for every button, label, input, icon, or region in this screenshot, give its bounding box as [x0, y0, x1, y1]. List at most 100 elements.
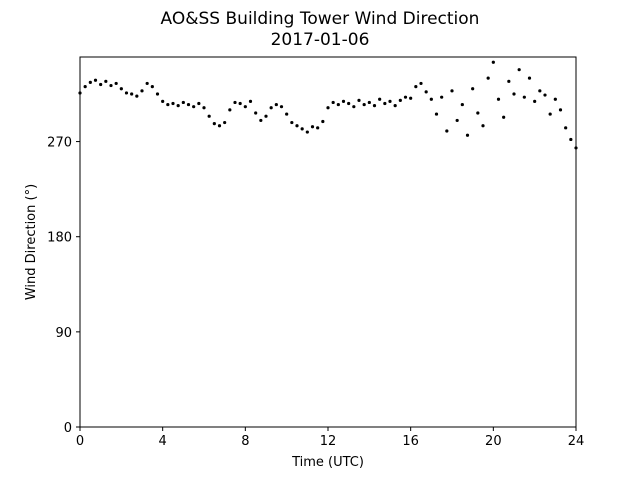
data-point [326, 106, 330, 110]
data-point [223, 120, 227, 125]
y-tick-label: 90 [55, 326, 72, 341]
data-point [481, 124, 485, 128]
data-point [264, 114, 268, 118]
data-point [161, 99, 165, 103]
data-point [533, 99, 537, 103]
data-point [367, 100, 371, 105]
data-point [522, 95, 526, 99]
y-tick-label: 270 [47, 136, 72, 151]
data-point [295, 124, 299, 128]
data-point [548, 112, 552, 116]
data-point [383, 101, 387, 106]
data-point [140, 89, 144, 93]
data-point [310, 125, 315, 129]
data-point [93, 78, 98, 82]
data-point [424, 90, 428, 94]
data-point [233, 100, 237, 105]
x-tick-label: 12 [320, 434, 337, 449]
data-point [465, 133, 470, 137]
data-point [496, 97, 501, 101]
data-point [393, 104, 397, 108]
data-point [238, 101, 242, 106]
data-point [429, 97, 433, 101]
data-point [378, 97, 382, 101]
x-axis-label: Time (UTC) [291, 455, 364, 470]
data-point [512, 92, 516, 96]
data-point [362, 102, 366, 107]
data-point [543, 93, 547, 97]
data-point [471, 87, 475, 91]
chart-subtitle: 2017-01-06 [271, 30, 370, 50]
plot-frame [79, 56, 577, 428]
data-point [88, 80, 92, 84]
x-tick-label: 24 [568, 434, 585, 449]
data-point [130, 92, 134, 96]
data-point [538, 89, 542, 93]
data-point [357, 98, 361, 102]
data-point [83, 85, 87, 89]
data-point [192, 105, 196, 109]
data-point [290, 120, 294, 125]
data-point [450, 89, 454, 93]
data-point [476, 111, 480, 115]
data-point [279, 105, 284, 109]
data-point [517, 68, 521, 72]
data-point [176, 104, 180, 108]
data-point [527, 76, 532, 80]
data-point [445, 129, 449, 133]
data-point [434, 112, 439, 116]
data-point [228, 108, 232, 112]
data-point [347, 101, 351, 106]
data-point [145, 81, 149, 86]
data-point [331, 100, 335, 105]
y-tick-label: 0 [64, 421, 72, 436]
data-point [166, 102, 170, 107]
data-point [409, 96, 413, 100]
data-point [181, 100, 185, 105]
data-point [398, 98, 402, 102]
data-point [254, 111, 258, 115]
data-point [403, 95, 408, 99]
data-point [124, 91, 129, 95]
data-point [259, 118, 263, 123]
data-point [507, 79, 511, 83]
data-point [217, 124, 222, 128]
data-point [274, 102, 278, 107]
y-axis-label: Wind Direction (°) [24, 184, 39, 300]
x-tick-label: 8 [241, 434, 249, 449]
data-point [305, 130, 309, 134]
data-point [419, 81, 423, 86]
data-point [114, 81, 118, 86]
data-point [150, 85, 154, 89]
data-point [316, 126, 320, 130]
data-point [248, 99, 253, 103]
data-point [171, 101, 175, 106]
data-point [207, 114, 211, 118]
data-point [202, 106, 206, 110]
data-point [486, 76, 490, 80]
data-point [321, 119, 325, 124]
y-tick-label: 180 [47, 231, 72, 246]
data-point [414, 85, 418, 89]
chart-title: AO&SS Building Tower Wind Direction [161, 9, 480, 29]
data-point [109, 83, 113, 88]
data-point [135, 94, 139, 98]
data-point [455, 118, 459, 123]
data-point [460, 102, 464, 107]
data-point [119, 87, 123, 91]
data-point [372, 104, 377, 108]
data-point [285, 112, 289, 116]
data-point [155, 92, 160, 96]
data-point [440, 95, 444, 99]
x-tick-label: 20 [485, 434, 502, 449]
data-point [502, 115, 506, 119]
data-point [564, 126, 568, 130]
data-point [243, 105, 247, 109]
x-tick-label: 16 [402, 434, 419, 449]
data-point [300, 127, 304, 131]
data-point [569, 137, 573, 142]
x-tick-label: 4 [159, 434, 167, 449]
data-point [388, 99, 392, 103]
